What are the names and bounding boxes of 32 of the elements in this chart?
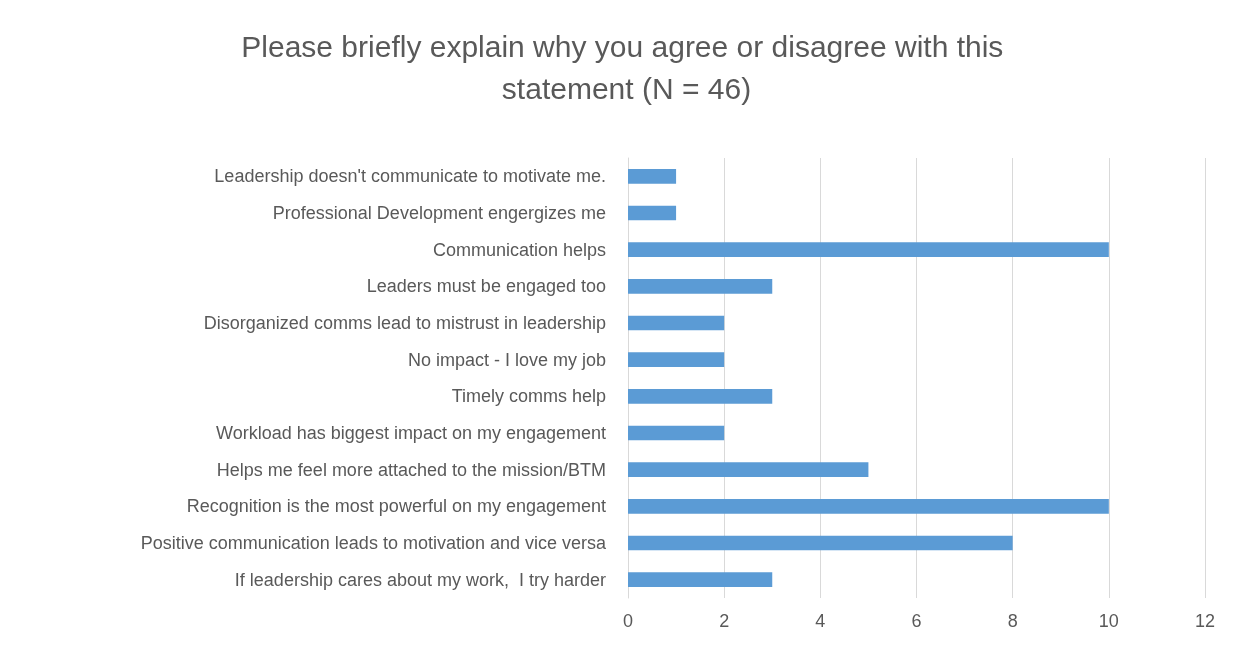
bar [628,352,725,367]
bar [628,389,773,404]
x-tick-label: 0 [622,611,634,631]
bar [628,425,725,441]
bar [628,242,1109,257]
bar [628,499,1109,514]
y-tick-label: No impact - I love my job [407,349,606,370]
x-tick-label: 2 [719,611,730,631]
x-tick-label: 12 [1194,611,1216,631]
bar [628,205,677,221]
y-tick-label: Positive communication leads to motivation and vice versa [140,533,607,553]
bar [628,535,1013,551]
bar [628,572,773,587]
bar [628,169,677,184]
y-tick-label: Helps me feel more attached to the mission/BTM [216,459,606,480]
y-tick-label: Leadership doesn't communicate to motivate me. [214,166,606,187]
y-tick-label: Workload has biggest impact on my engagement [216,423,606,443]
x-tick-label: 6 [911,611,922,631]
y-tick-label: Timely comms help [451,386,606,407]
y-tick-label: Professional Development engergizes me [272,203,606,223]
x-tick-label: 8 [1007,611,1018,631]
x-tick-label: 10 [1098,611,1119,631]
bar [628,315,725,331]
y-tick-label: If leadership cares about my work, I try harder [234,569,606,590]
x-tick-label: 4 [815,611,826,631]
chart-title: Please briefly explain why you agree or disagree with this statement (N = 46) [241,29,1012,105]
y-tick-label: Recognition is the most powerful on my engagement [186,496,606,517]
bar [628,279,773,294]
y-tick-label: Disorganized comms lead to mistrust in leadership [203,313,606,333]
y-tick-label: Leaders must be engaged too [366,276,606,297]
bar [628,462,869,477]
y-tick-label: Communication helps [432,239,606,260]
